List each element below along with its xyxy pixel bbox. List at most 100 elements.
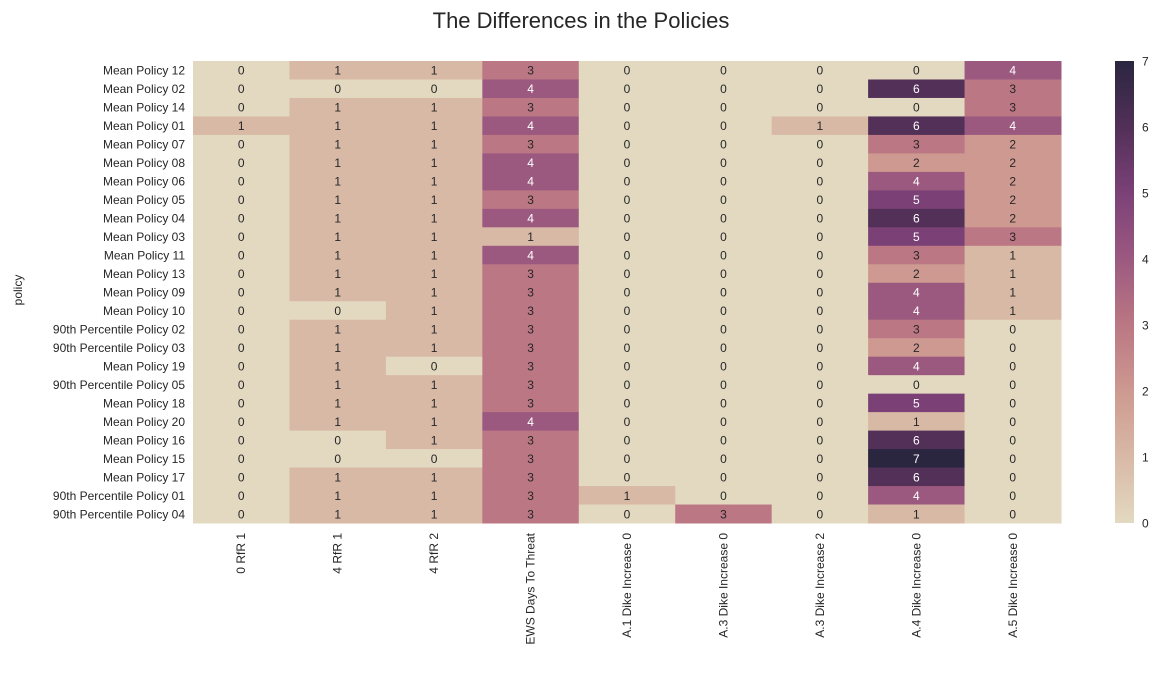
cell-value-label: 4 (527, 119, 534, 133)
cell-value-label: 0 (431, 452, 438, 466)
heatmap-cell (675, 116, 773, 136)
cell-value-label: 0 (624, 507, 631, 521)
cell-value-label: 0 (1009, 322, 1016, 336)
heatmap-cell (482, 393, 580, 413)
cell-value-label: 0 (817, 138, 824, 152)
heatmap-cell (385, 282, 483, 302)
cell-value-label: 0 (238, 341, 245, 355)
heatmap-cell (193, 282, 290, 302)
heatmap-cell (289, 61, 387, 80)
row-tick-label: Mean Policy 09 (103, 286, 185, 300)
cell-value-label: 0 (720, 489, 727, 503)
heatmap-cell (964, 449, 1062, 469)
heatmap-cell (193, 393, 290, 413)
cell-value-label: 1 (431, 470, 438, 484)
heatmap-cell (868, 134, 966, 154)
column-tick-label: A.3 Dike Increase 2 (813, 533, 827, 638)
row-tick-label: Mean Policy 16 (103, 433, 185, 447)
cell-value-label: 0 (238, 359, 245, 373)
heatmap-cell (868, 319, 966, 339)
heatmap-cell (578, 97, 676, 117)
heatmap-cell (771, 319, 869, 339)
heatmap-cell (868, 430, 966, 450)
cell-value-label: 0 (1009, 470, 1016, 484)
cell-value-label: 1 (334, 470, 341, 484)
cell-value-label: 0 (913, 64, 920, 78)
heatmap-cell (193, 486, 290, 506)
colorbar-tick-label: 7 (1142, 55, 1149, 69)
heatmap-cell (675, 412, 773, 432)
cell-value-label: 0 (1009, 359, 1016, 373)
cell-value-label: 6 (913, 119, 920, 133)
heatmap-cell (868, 208, 966, 228)
heatmap-cell (289, 486, 387, 506)
cell-value-label: 0 (720, 101, 727, 115)
heatmap-cell (385, 134, 483, 154)
heatmap-cell (675, 430, 773, 450)
cell-value-label: 0 (817, 82, 824, 96)
heatmap-cell (289, 245, 387, 265)
cell-value-label: 0 (238, 470, 245, 484)
cell-value-label: 4 (913, 175, 920, 189)
cell-value-label: 0 (334, 82, 341, 96)
cell-value-label: 0 (817, 267, 824, 281)
cell-value-label: 1 (334, 286, 341, 300)
heatmap-cell (964, 227, 1062, 247)
cell-value-label: 3 (527, 101, 534, 115)
cell-value-label: 0 (720, 286, 727, 300)
cell-value-label: 0 (817, 507, 824, 521)
cell-value-label: 0 (238, 156, 245, 170)
cell-value-label: 1 (334, 396, 341, 410)
cell-value-label: 6 (913, 470, 920, 484)
cell-value-label: 1 (334, 175, 341, 189)
cell-value-label: 1 (334, 322, 341, 336)
column-tick-label: 4 RfR 2 (427, 533, 441, 574)
cell-value-label: 1 (431, 119, 438, 133)
row-tick-label: 90th Percentile Policy 03 (53, 341, 185, 355)
cell-value-label: 3 (1009, 230, 1016, 244)
cell-value-label: 0 (624, 359, 631, 373)
cell-value-label: 1 (431, 507, 438, 521)
heatmap-cell (964, 116, 1062, 136)
heatmap-cell (771, 467, 869, 487)
heatmap-cell (964, 134, 1062, 154)
cell-value-label: 0 (238, 64, 245, 78)
heatmap-cell (771, 116, 869, 136)
cell-value-label: 3 (913, 138, 920, 152)
heatmap-cell (289, 227, 387, 247)
colorbar-tick-label: 3 (1142, 319, 1149, 333)
heatmap-cell (675, 153, 773, 173)
cell-value-label: 0 (624, 175, 631, 189)
cell-value-label: 0 (624, 119, 631, 133)
heatmap-cell (482, 97, 580, 117)
heatmap-cell (578, 375, 676, 395)
cell-value-label: 0 (624, 193, 631, 207)
heatmap-cell (385, 61, 483, 80)
cell-value-label: 4 (913, 359, 920, 373)
heatmap-cell (578, 134, 676, 154)
colorbar-tick-label: 5 (1142, 187, 1149, 201)
cell-value-label: 3 (527, 193, 534, 207)
cell-value-label: 0 (334, 433, 341, 447)
cell-value-label: 1 (431, 193, 438, 207)
heatmap-cell (289, 79, 387, 99)
cell-value-label: 0 (913, 101, 920, 115)
cell-value-label: 3 (527, 452, 534, 466)
cell-value-label: 1 (1009, 249, 1016, 263)
heatmap-cell (964, 393, 1062, 413)
heatmap-cell (964, 338, 1062, 358)
cell-value-label: 0 (624, 212, 631, 226)
cell-value-label: 3 (527, 267, 534, 281)
cell-value-label: 4 (527, 212, 534, 226)
cell-value-label: 0 (238, 489, 245, 503)
heatmap-cell (289, 467, 387, 487)
cell-value-label: 5 (913, 396, 920, 410)
cell-value-label: 0 (817, 433, 824, 447)
cell-value-label: 1 (1009, 304, 1016, 318)
cell-value-label: 0 (817, 304, 824, 318)
heatmap-cell (193, 375, 290, 395)
cell-value-label: 4 (527, 249, 534, 263)
heatmap-cell (771, 504, 869, 524)
cell-value-label: 3 (720, 507, 727, 521)
heatmap-cell (385, 208, 483, 228)
